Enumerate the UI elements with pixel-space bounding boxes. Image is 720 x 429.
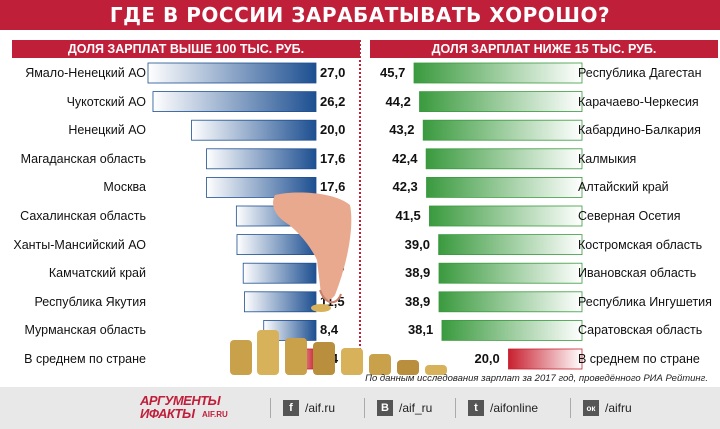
left-value-label: 8,4 <box>320 322 339 338</box>
source-note: По данным исследования зарплат за 2017 г… <box>365 373 708 384</box>
right-category-label: Саратовская область <box>578 323 703 338</box>
right-bar-7 <box>438 262 583 284</box>
right-bar-chart <box>413 62 583 370</box>
aif-logo: АРГУМЕНТЫ ИФАКТЫ AIF.RU <box>140 393 260 423</box>
right-bar-5 <box>429 205 583 227</box>
right-value-label: 39,0 <box>404 236 430 252</box>
right-value-label: 44,2 <box>385 93 411 109</box>
left-bar-2 <box>191 119 317 141</box>
right-value-label: 20,0 <box>474 351 500 366</box>
left-value-label: 26,2 <box>320 93 346 109</box>
right-category-label: Кабардино-Балкария <box>578 123 701 138</box>
right-category-label: Карачаево-Черкесия <box>578 94 699 109</box>
right-bar-8 <box>438 291 583 313</box>
right-bar-10 <box>508 348 583 370</box>
left-category-label: Ханты-Мансийский АО <box>13 237 146 252</box>
social-vk-text: /aif_ru <box>399 401 433 415</box>
left-value-label: 20,0 <box>320 122 346 138</box>
footer-separator <box>364 398 365 418</box>
right-value-label: 42,3 <box>392 179 418 195</box>
center-divider <box>359 40 361 370</box>
social-vk[interactable]: В /aif_ru <box>377 400 432 416</box>
right-chart-panel: ДОЛЯ ЗАРПЛАТ НИЖЕ 15 ТЫС. РУБ. Республик… <box>370 40 718 370</box>
right-bar-9 <box>441 319 583 341</box>
left-category-label: Мурманская область <box>24 323 146 338</box>
twitter-icon: t <box>468 400 484 416</box>
footer-separator <box>270 398 271 418</box>
right-value-label: 38,9 <box>404 265 431 281</box>
right-category-label: В среднем по стране <box>578 352 700 366</box>
left-bar-1 <box>152 91 317 112</box>
right-category-label: Республика Ингушетия <box>578 294 712 309</box>
social-odnoklassniki-text: /aifru <box>605 401 632 415</box>
footer-separator <box>570 398 571 418</box>
left-category-label: Камчатский край <box>48 266 146 281</box>
left-bar-3 <box>206 148 317 170</box>
left-chart-panel: ДОЛЯ ЗАРПЛАТ ВЫШЕ 100 ТЫС. РУБ. Ямало-Не… <box>12 40 360 370</box>
left-bar-0 <box>147 62 317 84</box>
odnoklassniki-icon: ок <box>583 400 599 416</box>
right-category-label: Республика Дагестан <box>578 66 702 80</box>
logo-sub: AIF.RU <box>202 410 228 419</box>
right-category-label: Костромская область <box>578 237 703 252</box>
left-value-label: 17,6 <box>320 150 346 166</box>
logo-line1: АРГУМЕНТЫ <box>140 393 221 408</box>
right-category-label: Северная Осетия <box>578 209 681 223</box>
left-bar-7 <box>242 262 317 284</box>
social-facebook[interactable]: f /aif.ru <box>283 400 335 416</box>
right-value-label: 38,1 <box>407 322 434 338</box>
right-bar-4 <box>426 176 583 198</box>
left-category-label: В среднем по стране <box>24 352 146 366</box>
right-value-label: 45,7 <box>380 65 406 80</box>
right-value-label: 42,4 <box>392 150 418 166</box>
coin-stacks <box>230 330 447 375</box>
left-value-label: 17,6 <box>320 179 346 195</box>
right-value-label: 38,9 <box>404 293 431 309</box>
left-chart-header: ДОЛЯ ЗАРПЛАТ ВЫШЕ 100 ТЫС. РУБ. <box>12 40 360 58</box>
right-bar-3 <box>425 148 583 170</box>
left-bar-8 <box>244 291 317 313</box>
left-category-label: Москва <box>103 180 146 195</box>
footer-separator <box>455 398 456 418</box>
footer: АРГУМЕНТЫ ИФАКТЫ AIF.RU f /aif.ru В /aif… <box>0 387 720 429</box>
right-category-label: Ивановская область <box>578 266 697 281</box>
right-bar-0 <box>413 62 583 84</box>
left-category-label: Сахалинская область <box>20 209 146 223</box>
social-twitter-text: /aifonline <box>490 401 539 415</box>
left-category-label: Ненецкий АО <box>68 123 146 138</box>
social-facebook-text: /aif.ru <box>305 401 336 415</box>
right-value-label: 43,2 <box>389 122 415 138</box>
left-value-label: 27,0 <box>320 65 346 80</box>
right-value-label: 41,5 <box>395 208 421 223</box>
right-bar-1 <box>419 91 583 112</box>
left-bar-chart <box>147 62 317 370</box>
vk-icon: В <box>377 400 393 416</box>
coins-illustration <box>230 192 447 375</box>
social-twitter[interactable]: t /aifonline <box>468 400 538 416</box>
page-title: ГДЕ В РОССИИ ЗАРАБАТЫВАТЬ ХОРОШО? <box>0 0 720 30</box>
right-category-label: Калмыкия <box>578 151 637 166</box>
right-category-label: Алтайский край <box>578 180 669 195</box>
right-bar-6 <box>438 234 583 256</box>
left-category-label: Ямало-Ненецкий АО <box>25 66 146 80</box>
left-bar-4 <box>206 176 317 198</box>
left-category-label: Республика Якутия <box>34 294 146 309</box>
right-bar-2 <box>422 119 583 141</box>
social-odnoklassniki[interactable]: ок /aifru <box>583 400 632 416</box>
left-category-label: Чукотский АО <box>66 94 146 109</box>
logo-line2: ИФАКТЫ <box>140 406 195 421</box>
hand-icon <box>273 192 352 312</box>
right-chart-header: ДОЛЯ ЗАРПЛАТ НИЖЕ 15 ТЫС. РУБ. <box>370 40 718 58</box>
left-category-label: Магаданская область <box>20 151 146 166</box>
facebook-icon: f <box>283 400 299 416</box>
